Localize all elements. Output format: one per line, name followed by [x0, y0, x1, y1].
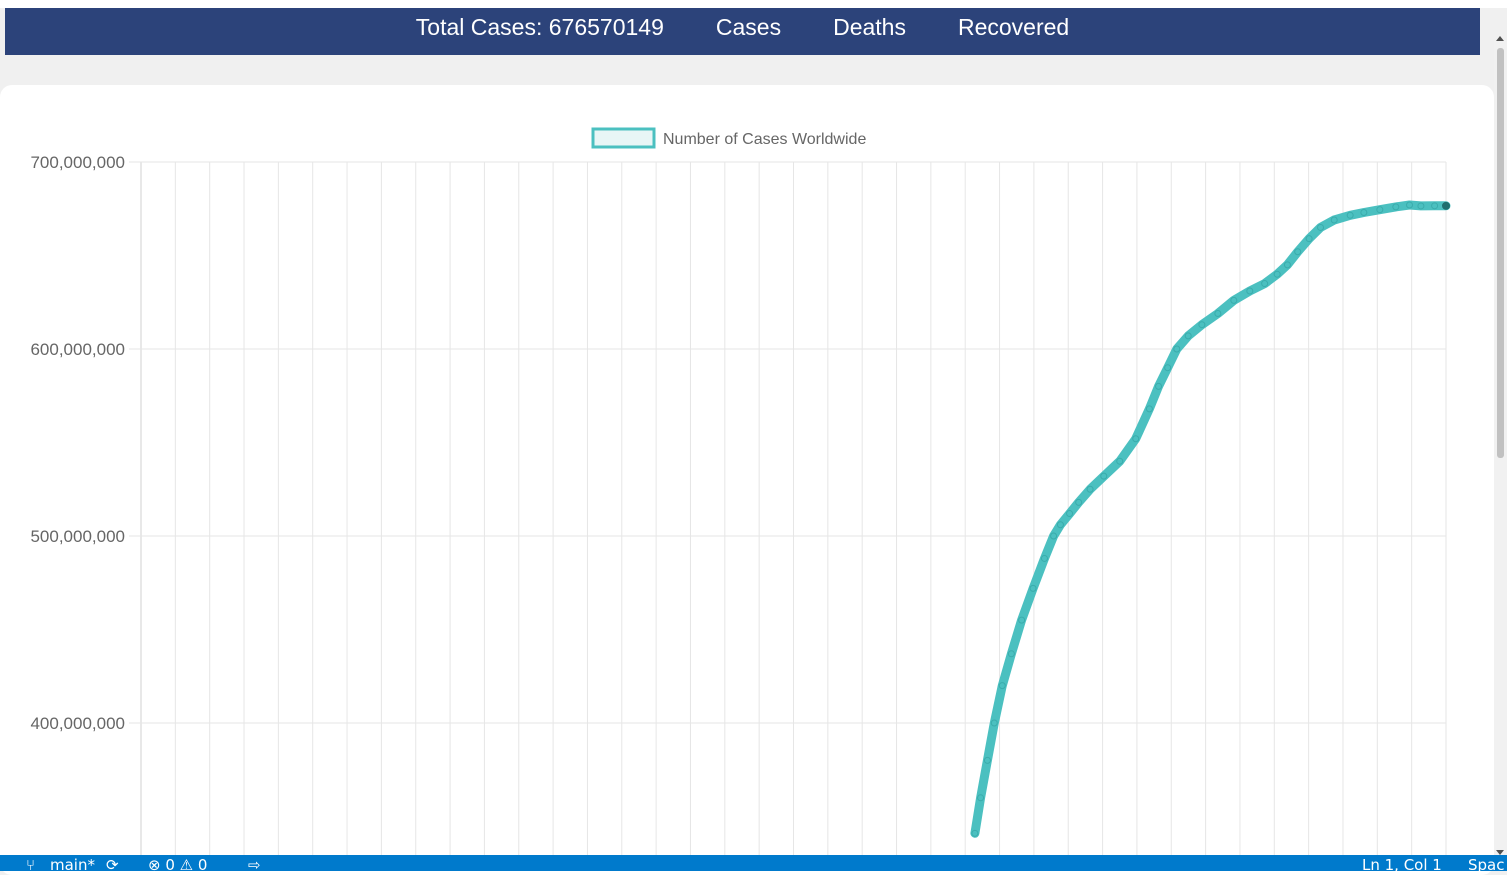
cases-chart: 700,000,000 600,000,000 500,000,000 400,000…	[30, 127, 1451, 860]
data-point[interactable]	[1230, 296, 1238, 304]
data-point[interactable]	[1029, 584, 1037, 592]
indentation-setting[interactable]: Spac	[1468, 856, 1505, 871]
scroll-down-arrow-icon[interactable]	[1496, 850, 1504, 855]
legend-label[interactable]: Number of Cases Worldwide	[663, 131, 866, 148]
data-point[interactable]	[1198, 321, 1206, 329]
data-point[interactable]	[1086, 485, 1094, 493]
data-point[interactable]	[1164, 364, 1172, 372]
chart-card: 700,000,000 600,000,000 500,000,000 400,000…	[0, 85, 1494, 875]
data-point[interactable]	[1100, 472, 1108, 480]
series-line-cases	[970, 200, 1451, 838]
data-point[interactable]	[1431, 202, 1439, 210]
data-point[interactable]	[1145, 405, 1153, 413]
series-points	[971, 201, 1450, 837]
data-point[interactable]	[1155, 382, 1163, 390]
data-point[interactable]	[998, 682, 1006, 690]
data-point[interactable]	[1116, 457, 1124, 465]
data-point[interactable]	[1214, 309, 1222, 317]
sync-icon[interactable]: ⟳	[106, 856, 119, 871]
data-point[interactable]	[1330, 216, 1338, 224]
nav-deaths-link[interactable]: Deaths	[833, 14, 906, 40]
problems-indicator[interactable]: ⊗ 0 ⚠ 0	[148, 856, 208, 871]
data-point[interactable]	[1317, 223, 1325, 231]
data-point[interactable]	[977, 794, 985, 802]
data-point-last[interactable]	[1442, 201, 1450, 210]
vertical-scrollbar[interactable]	[1494, 36, 1507, 855]
total-cases-label: Total Cases: 676570149	[415, 14, 664, 40]
nav-cases-link[interactable]: Cases	[715, 14, 782, 40]
branch-label[interactable]: main*	[50, 856, 95, 871]
data-point[interactable]	[1305, 235, 1313, 243]
chart-grid	[129, 161, 1447, 860]
data-point[interactable]	[1246, 287, 1254, 295]
y-tick-label: 400,000,000	[30, 714, 125, 733]
data-point[interactable]	[1050, 532, 1058, 540]
y-axis-ticks: 700,000,000 600,000,000 500,000,000 400,000…	[30, 153, 125, 733]
data-point[interactable]	[1346, 211, 1354, 219]
nav-recovered-link[interactable]: Recovered	[957, 14, 1070, 40]
data-point[interactable]	[1273, 270, 1281, 278]
data-point[interactable]	[1132, 435, 1140, 443]
y-tick-label: 600,000,000	[30, 340, 125, 359]
scroll-up-arrow-icon[interactable]	[1496, 36, 1504, 41]
chart-legend[interactable]: Number of Cases Worldwide	[591, 127, 866, 149]
data-point[interactable]	[1417, 202, 1425, 210]
cursor-position[interactable]: Ln 1, Col 1	[1362, 856, 1442, 871]
y-tick-label: 500,000,000	[30, 527, 125, 546]
data-point[interactable]	[1173, 345, 1181, 353]
data-point[interactable]	[1261, 280, 1269, 288]
data-point[interactable]	[1007, 650, 1015, 658]
data-point[interactable]	[983, 756, 991, 764]
legend-swatch[interactable]	[591, 127, 656, 149]
y-tick-label: 700,000,000	[30, 153, 125, 172]
navbar: Total Cases: 676570149 Cases Deaths Reco…	[5, 8, 1480, 55]
data-point[interactable]	[1075, 498, 1083, 506]
data-point[interactable]	[1376, 206, 1384, 214]
data-point[interactable]	[1360, 208, 1368, 216]
data-point[interactable]	[1184, 332, 1192, 340]
data-point[interactable]	[1392, 203, 1400, 211]
data-point[interactable]	[990, 719, 998, 727]
data-point[interactable]	[971, 829, 979, 837]
branch-icon[interactable]: ⑂	[26, 856, 36, 871]
data-point[interactable]	[1018, 616, 1026, 624]
data-point[interactable]	[1066, 510, 1074, 518]
scroll-thumb[interactable]	[1497, 48, 1504, 458]
data-point[interactable]	[1294, 248, 1302, 256]
data-point[interactable]	[1283, 261, 1291, 269]
live-share-icon[interactable]: ⇨	[248, 856, 261, 871]
top-strip	[0, 0, 1507, 8]
data-point[interactable]	[1056, 521, 1064, 529]
data-point[interactable]	[1405, 201, 1413, 209]
data-point[interactable]	[1040, 554, 1048, 562]
status-bar: ⑂ main* ⟳ ⊗ 0 ⚠ 0 ⇨ Ln 1, Col 1 Spac	[0, 855, 1507, 871]
